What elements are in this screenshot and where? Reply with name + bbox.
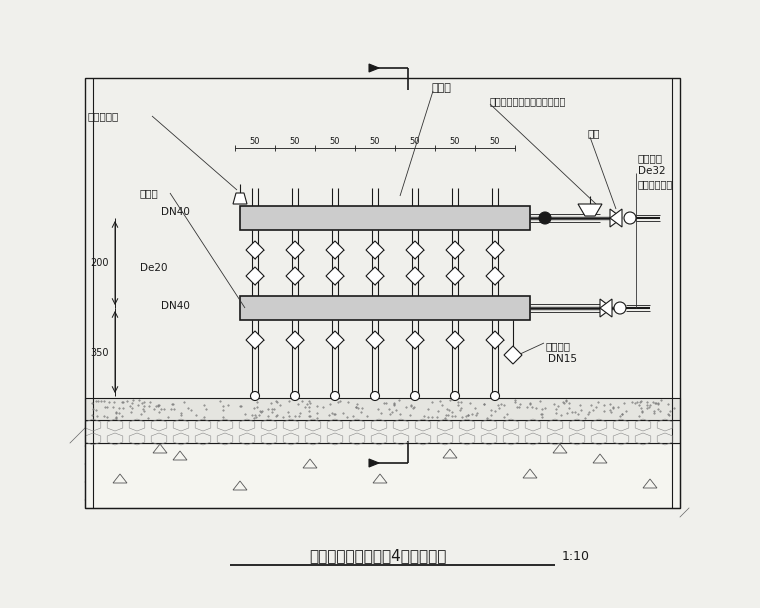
Bar <box>85 420 680 443</box>
Circle shape <box>331 392 340 401</box>
Circle shape <box>410 392 420 401</box>
Polygon shape <box>504 346 522 364</box>
Polygon shape <box>246 331 264 349</box>
Text: 50: 50 <box>489 137 500 145</box>
Circle shape <box>490 392 499 401</box>
Text: DN40: DN40 <box>161 301 190 311</box>
Polygon shape <box>246 241 264 259</box>
Polygon shape <box>366 331 384 349</box>
Text: De32: De32 <box>638 166 666 176</box>
Polygon shape <box>286 241 304 259</box>
Text: 自动放气阀: 自动放气阀 <box>88 111 119 121</box>
Text: 分水器: 分水器 <box>432 83 452 93</box>
Circle shape <box>251 392 259 401</box>
Circle shape <box>539 212 551 224</box>
Polygon shape <box>446 241 464 259</box>
Text: 泄水球阀: 泄水球阀 <box>545 341 570 351</box>
Text: DN15: DN15 <box>548 354 577 364</box>
Polygon shape <box>369 64 379 72</box>
Polygon shape <box>610 209 622 227</box>
Polygon shape <box>326 241 344 259</box>
Polygon shape <box>286 331 304 349</box>
Text: 200: 200 <box>90 258 109 268</box>
Text: 50: 50 <box>250 137 260 145</box>
Bar <box>85 78 680 508</box>
Polygon shape <box>486 331 504 349</box>
Text: De20: De20 <box>140 263 167 273</box>
Text: 自动温控阀（接室温遥控器）: 自动温控阀（接室温遥控器） <box>490 96 566 106</box>
Polygon shape <box>446 331 464 349</box>
Text: 50: 50 <box>410 137 420 145</box>
Polygon shape <box>600 299 612 317</box>
Polygon shape <box>369 459 379 467</box>
Text: 集水器: 集水器 <box>140 188 159 198</box>
Polygon shape <box>366 241 384 259</box>
Text: 接供回水立管: 接供回水立管 <box>638 179 673 189</box>
Circle shape <box>290 392 299 401</box>
Polygon shape <box>286 267 304 285</box>
Polygon shape <box>233 193 247 204</box>
Polygon shape <box>406 331 424 349</box>
Text: 焺接锂管: 焺接锂管 <box>638 153 663 163</box>
Polygon shape <box>578 204 602 216</box>
Circle shape <box>624 212 636 224</box>
Circle shape <box>371 392 379 401</box>
Polygon shape <box>326 267 344 285</box>
Text: 分、集水器正视图（4分支环路）: 分、集水器正视图（4分支环路） <box>309 548 447 564</box>
Polygon shape <box>326 331 344 349</box>
Polygon shape <box>600 299 612 317</box>
Text: 350: 350 <box>90 348 109 358</box>
Text: 50: 50 <box>450 137 461 145</box>
Text: 球阀: 球阀 <box>588 128 600 138</box>
Text: 50: 50 <box>330 137 340 145</box>
Text: 1:10: 1:10 <box>562 550 590 562</box>
Circle shape <box>451 392 460 401</box>
Polygon shape <box>446 267 464 285</box>
Bar <box>85 398 680 420</box>
Bar <box>240 206 530 230</box>
Polygon shape <box>366 267 384 285</box>
Text: 50: 50 <box>290 137 300 145</box>
Polygon shape <box>246 267 264 285</box>
Polygon shape <box>406 267 424 285</box>
Bar <box>240 296 530 320</box>
Polygon shape <box>406 241 424 259</box>
Polygon shape <box>610 209 622 227</box>
Text: DN40: DN40 <box>161 207 190 217</box>
Bar <box>85 443 680 508</box>
Circle shape <box>614 302 626 314</box>
Text: 50: 50 <box>370 137 380 145</box>
Polygon shape <box>486 241 504 259</box>
Polygon shape <box>486 267 504 285</box>
